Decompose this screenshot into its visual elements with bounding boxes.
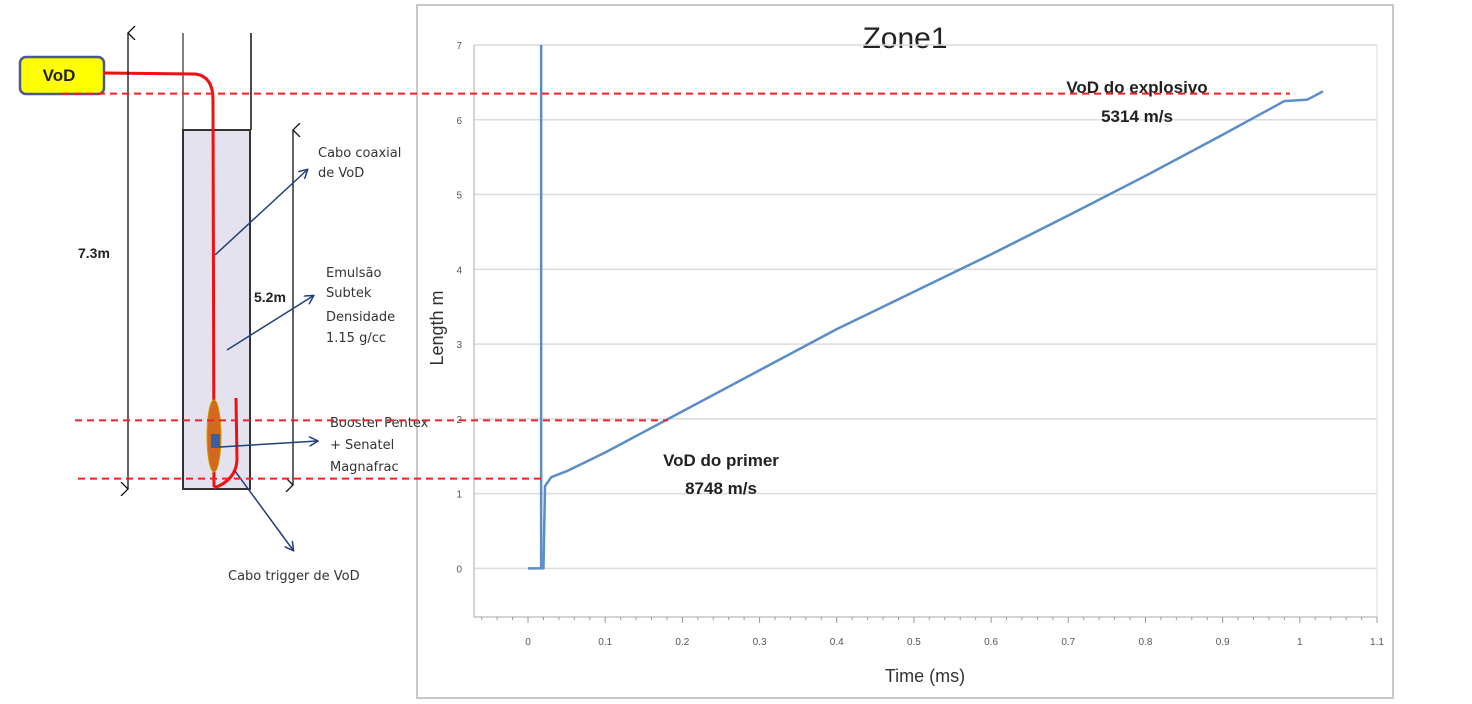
- borehole-diagram: VoD 7.3m 5.2m Cabo coaxial de VoD Emulsã…: [18, 33, 429, 584]
- y-tick-label: 6: [456, 116, 462, 127]
- coax-pointer-arrow: [214, 170, 307, 256]
- booster-pointer-arrow: [219, 441, 317, 448]
- x-tick-label: 0.6: [984, 637, 998, 648]
- booster-label-3: Magnafrac: [330, 460, 399, 475]
- total-length-label: 7.3m: [78, 245, 110, 261]
- booster-label-1: Booster Pentex: [330, 416, 429, 431]
- explosive-vod-annotation-2: 5314 m/s: [1101, 107, 1173, 126]
- trigger-label: Cabo trigger de VoD: [228, 569, 360, 584]
- emulsion-pointer-arrow: [226, 296, 313, 351]
- y-axis-label: Length m: [427, 290, 447, 365]
- vod-box-label: VoD: [43, 66, 76, 85]
- chart-frame: [416, 4, 1394, 699]
- y-tick-label: 7: [456, 41, 462, 52]
- x-tick-label: 0.2: [675, 637, 689, 648]
- charge-length-label: 5.2m: [254, 289, 286, 305]
- x-tick-label: 0.5: [907, 637, 921, 648]
- explosive-vod-annotation-1: VoD do explosivo: [1066, 78, 1207, 97]
- x-tick-label: 1.1: [1370, 637, 1384, 648]
- x-tick-label: 0.9: [1216, 637, 1230, 648]
- primer-vod-annotation-2: 8748 m/s: [685, 479, 757, 498]
- y-tick-label: 5: [456, 191, 462, 202]
- detonator-icon: [211, 434, 220, 448]
- plot-area: 0123456700.10.20.30.40.50.60.70.80.911.1: [456, 41, 1384, 648]
- chart-title: Zone1: [862, 22, 947, 55]
- coax-cable: [103, 71, 216, 488]
- y-tick-label: 4: [456, 265, 462, 276]
- emulsion-label-1: Emulsão: [326, 266, 381, 281]
- x-tick-label: 0.8: [1139, 637, 1153, 648]
- x-axis-label: Time (ms): [885, 666, 965, 686]
- x-tick-label: 0.4: [830, 637, 844, 648]
- emulsion-label-2: Subtek: [326, 286, 372, 301]
- coax-label-2: de VoD: [318, 166, 364, 181]
- emulsion-label-4: 1.15 g/cc: [326, 331, 386, 346]
- primer-vod-annotation-1: VoD do primer: [663, 451, 779, 470]
- coax-label-1: Cabo coaxial: [318, 146, 401, 161]
- y-tick-label: 0: [456, 564, 462, 575]
- y-tick-label: 1: [456, 490, 462, 501]
- trigger-cable: [213, 397, 239, 490]
- x-tick-label: 0.7: [1061, 637, 1075, 648]
- x-tick-label: 0.1: [598, 637, 612, 648]
- x-tick-label: 0.3: [753, 637, 767, 648]
- x-tick-label: 1: [1297, 637, 1303, 648]
- emulsion-label-3: Densidade: [326, 310, 395, 325]
- reference-lines: [62, 92, 1290, 480]
- booster-label-2: + Senatel: [330, 438, 394, 453]
- y-tick-label: 3: [456, 340, 462, 351]
- x-tick-label: 0: [525, 637, 531, 648]
- trigger-pointer-arrow: [234, 470, 293, 550]
- series-line-length: [528, 90, 1324, 570]
